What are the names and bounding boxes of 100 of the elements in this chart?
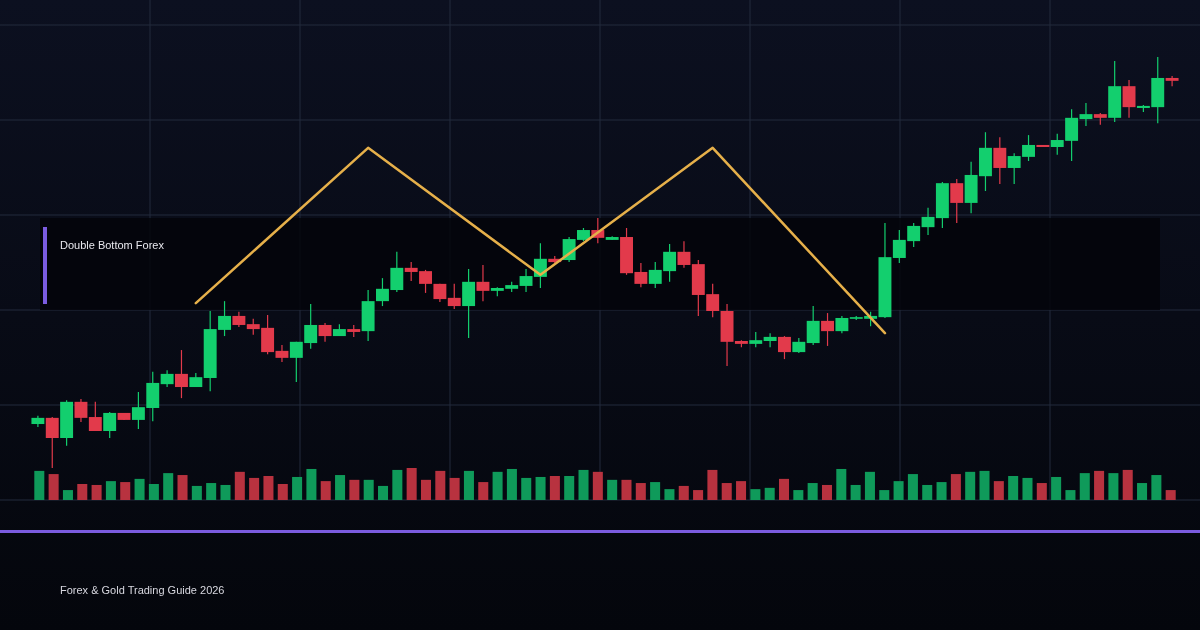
bar bbox=[693, 490, 704, 500]
bar bbox=[664, 489, 675, 500]
bar bbox=[91, 484, 102, 500]
bar bbox=[650, 482, 661, 500]
bar bbox=[148, 484, 159, 500]
bar bbox=[77, 484, 88, 500]
bar bbox=[1051, 476, 1062, 500]
candlestick bbox=[318, 322, 332, 343]
candlestick bbox=[519, 268, 533, 293]
bar bbox=[320, 481, 331, 500]
bar bbox=[1094, 470, 1105, 500]
bar bbox=[1079, 473, 1090, 500]
bar bbox=[363, 479, 374, 500]
bar bbox=[449, 477, 460, 500]
bar bbox=[378, 485, 389, 500]
bar bbox=[120, 482, 131, 500]
candlestick bbox=[476, 264, 490, 302]
bar bbox=[1122, 469, 1133, 500]
bar bbox=[821, 484, 832, 500]
bar bbox=[234, 471, 245, 500]
bar bbox=[578, 469, 589, 500]
bar bbox=[1165, 490, 1176, 500]
bar bbox=[707, 469, 718, 500]
bar bbox=[607, 479, 618, 500]
bar bbox=[521, 477, 532, 500]
candlestick bbox=[993, 136, 1007, 185]
bar bbox=[420, 479, 431, 500]
text: Double Bottom Forex bbox=[60, 239, 165, 251]
bar bbox=[34, 470, 45, 500]
bar bbox=[893, 481, 904, 500]
bar bbox=[163, 473, 174, 500]
bar bbox=[535, 476, 546, 500]
bar bbox=[478, 482, 489, 500]
bar bbox=[191, 485, 202, 500]
bar bbox=[879, 490, 890, 500]
bar bbox=[277, 484, 288, 500]
candlestick bbox=[821, 312, 834, 347]
candlestick bbox=[103, 411, 117, 439]
bar bbox=[549, 476, 560, 500]
candlestick bbox=[778, 335, 791, 360]
bar bbox=[592, 471, 603, 500]
bar bbox=[292, 476, 303, 500]
bar bbox=[392, 469, 403, 500]
candlestick bbox=[275, 344, 289, 363]
bar bbox=[750, 489, 761, 500]
bar bbox=[736, 481, 747, 500]
bar bbox=[463, 470, 474, 500]
bar bbox=[1008, 476, 1019, 500]
candlestick bbox=[1079, 102, 1093, 127]
bar bbox=[979, 470, 990, 500]
bar bbox=[836, 468, 847, 500]
candlestick bbox=[45, 416, 59, 469]
bar bbox=[721, 483, 732, 500]
bar bbox=[249, 477, 260, 500]
bar bbox=[306, 468, 317, 500]
bar bbox=[1065, 490, 1076, 500]
bar bbox=[406, 468, 417, 500]
bar bbox=[1151, 475, 1162, 500]
bar bbox=[950, 474, 961, 500]
bar bbox=[105, 481, 116, 500]
bar bbox=[177, 475, 188, 500]
text: Forex & Gold Trading Guide 2026 bbox=[60, 584, 225, 596]
bar bbox=[62, 490, 73, 500]
bar bbox=[678, 485, 689, 500]
bar bbox=[850, 484, 861, 500]
candlestick bbox=[763, 332, 777, 348]
bar bbox=[993, 481, 1004, 500]
bar bbox=[435, 470, 446, 500]
bar bbox=[1036, 483, 1047, 500]
bar bbox=[779, 478, 790, 500]
candlestick bbox=[88, 401, 102, 432]
candlestick bbox=[1122, 79, 1136, 119]
candlestick bbox=[950, 178, 964, 224]
candlestick bbox=[175, 349, 188, 399]
bar bbox=[349, 479, 360, 500]
bar bbox=[506, 468, 517, 500]
bar bbox=[793, 490, 804, 500]
candlestick bbox=[806, 305, 820, 346]
bar bbox=[764, 487, 775, 500]
bar bbox=[206, 483, 217, 500]
bar bbox=[492, 471, 503, 500]
bar bbox=[220, 484, 231, 500]
bar bbox=[965, 471, 976, 500]
bar bbox=[1137, 483, 1148, 500]
bar bbox=[922, 484, 933, 500]
bar bbox=[621, 479, 632, 500]
bar bbox=[907, 474, 918, 500]
bar bbox=[635, 483, 646, 500]
candlestick bbox=[921, 207, 935, 236]
bar bbox=[1022, 477, 1033, 500]
candlestick bbox=[447, 283, 461, 310]
bar bbox=[936, 482, 947, 500]
bar bbox=[48, 474, 59, 500]
candlestick bbox=[1165, 75, 1179, 87]
bar bbox=[134, 478, 145, 500]
candlestick bbox=[74, 398, 88, 423]
bar bbox=[263, 476, 274, 500]
bar bbox=[864, 471, 875, 500]
bar bbox=[564, 476, 575, 500]
candlestick bbox=[677, 240, 691, 269]
